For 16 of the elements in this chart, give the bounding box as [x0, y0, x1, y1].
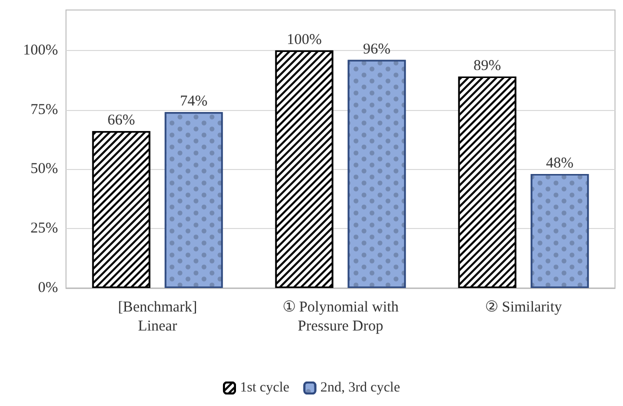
data-label: 100%: [286, 32, 322, 48]
y-tick-label: 75%: [30, 102, 58, 118]
y-tick-label: 50%: [30, 161, 58, 178]
data-label: 89%: [474, 58, 501, 74]
data-label: 74%: [180, 94, 208, 110]
data-label: 66%: [108, 112, 135, 129]
y-tick-label: 100%: [23, 42, 58, 58]
data-label: 96%: [363, 41, 390, 58]
y-tick-label: 0%: [38, 280, 58, 296]
x-tick-label: ① Polynomial with Pressure Drop: [282, 300, 400, 334]
x-tick-label: [Benchmark] Linear: [118, 300, 198, 334]
legend-label: 2nd, 3rd cycle: [320, 380, 400, 396]
data-label: 48%: [546, 155, 574, 172]
legend-label: 1st cycle: [240, 380, 290, 396]
x-tick-label: ② Similarity: [485, 300, 562, 316]
y-tick-label: 25%: [30, 220, 58, 237]
